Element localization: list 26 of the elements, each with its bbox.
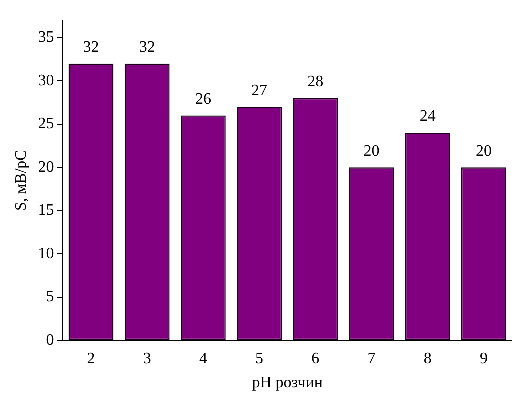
data-label: 32	[83, 39, 100, 56]
x-tick-label: 8	[424, 350, 432, 368]
x-tick-label: 2	[87, 350, 96, 368]
data-label: 20	[364, 142, 380, 160]
y-tick-label: 10	[38, 245, 54, 262]
x-tick-label: 4	[199, 350, 208, 368]
data-label: 26	[195, 90, 212, 108]
x-tick-label: 5	[256, 350, 264, 368]
data-label: 24	[420, 108, 436, 126]
y-tick-label: 25	[38, 116, 54, 133]
y-tick-label: 5	[46, 288, 54, 306]
data-label: 28	[308, 74, 324, 91]
x-tick-label: 9	[480, 350, 488, 368]
y-tick-label: 35	[38, 29, 54, 46]
y-axis-title: S, мВ/pC	[12, 150, 30, 212]
y-tick-label: 15	[38, 202, 54, 220]
data-label: 20	[476, 142, 492, 160]
data-label: 27	[252, 82, 268, 100]
x-tick-label: 6	[312, 350, 320, 368]
y-tick-label: 20	[38, 158, 54, 176]
x-axis-title: pH розчин	[252, 374, 324, 392]
data-label: 32	[139, 39, 156, 56]
y-tick-label: 0	[46, 332, 54, 349]
x-tick-label: 3	[143, 350, 152, 368]
x-tick-label: 7	[368, 350, 376, 368]
y-tick-label: 30	[38, 72, 54, 90]
